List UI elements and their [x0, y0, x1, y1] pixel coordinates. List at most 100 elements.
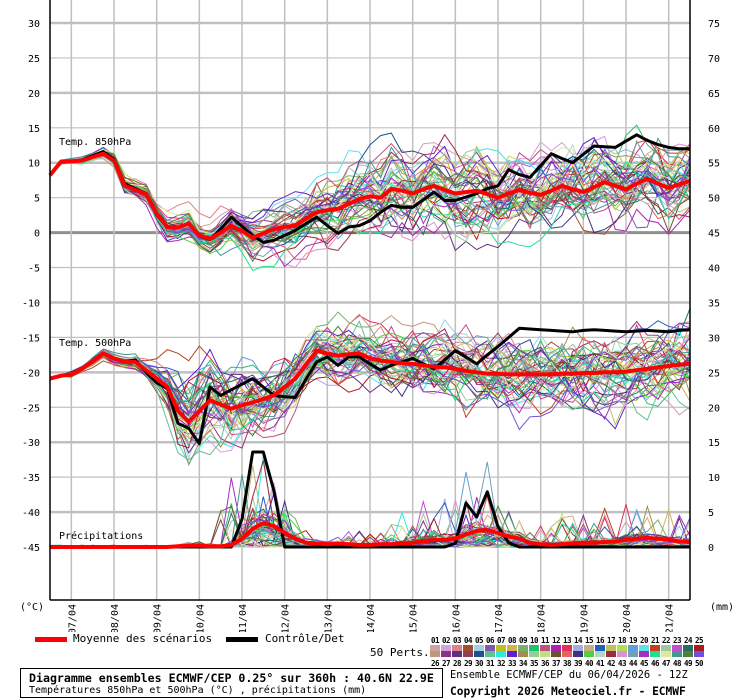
left-tick-label: -5	[28, 264, 40, 275]
member-number: 18	[617, 636, 627, 645]
member-color-swatch	[683, 651, 693, 657]
legend-control-swatch	[226, 637, 258, 642]
right-tick-label: 0	[708, 543, 714, 554]
left-tick-label: 20	[28, 89, 40, 100]
right-tick-label: 70	[708, 54, 720, 65]
member-color-swatch	[540, 651, 550, 657]
member-number: 43	[617, 659, 627, 668]
chart-subtitle: Températures 850hPa et 500hPa (°C) , pré…	[29, 685, 367, 696]
x-tick-label: 08/04	[110, 604, 121, 632]
right-tick-label: 40	[708, 264, 720, 275]
member-number: 24	[683, 636, 693, 645]
member-color-swatch	[606, 645, 616, 651]
member-color-swatch	[441, 651, 451, 657]
legend-control-label: Contrôle/Det	[265, 632, 345, 645]
mean-lines	[48, 151, 691, 549]
member-color-swatch	[518, 645, 528, 651]
x-tick-label: 12/04	[281, 604, 292, 632]
x-tick-label: 14/04	[366, 604, 377, 632]
member-color-swatch	[573, 651, 583, 657]
member-color-swatch	[628, 645, 638, 651]
right-tick-label: 55	[708, 159, 720, 170]
title-box: Diagramme ensembles ECMWF/CEP 0.25° sur …	[20, 668, 443, 698]
member-number: 04	[463, 636, 473, 645]
member-color-swatch	[683, 645, 693, 651]
member-number: 40	[584, 659, 594, 668]
perturbation-line-47	[49, 146, 691, 248]
member-color-swatch	[496, 645, 506, 651]
x-tick-label: 13/04	[323, 604, 334, 632]
mean-line	[49, 348, 691, 424]
member-number: 22	[661, 636, 671, 645]
member-number: 37	[551, 659, 561, 668]
member-color-swatch	[661, 645, 671, 651]
member-number: 11	[540, 636, 550, 645]
member-number: 39	[573, 659, 583, 668]
member-number: 36	[540, 659, 550, 668]
member-number: 44	[628, 659, 638, 668]
member-number: 14	[573, 636, 583, 645]
left-tick-label: -30	[22, 438, 40, 449]
member-color-swatch	[463, 651, 473, 657]
perturbation-line-29	[49, 152, 691, 251]
right-tick-label: 35	[708, 298, 720, 309]
member-color-swatch	[463, 645, 473, 651]
member-color-swatch	[584, 651, 594, 657]
left-tick-label: 5	[34, 194, 40, 205]
member-number: 12	[551, 636, 561, 645]
left-tick-label: 0	[34, 229, 40, 240]
right-unit-label: (mm)	[710, 602, 734, 613]
ensemble-chart: 302520151050-5-10-15-20-25-30-35-40-4575…	[20, 0, 734, 632]
member-number: 01	[430, 636, 440, 645]
member-number: 35	[529, 659, 539, 668]
right-tick-label: 10	[708, 473, 720, 484]
member-color-swatch	[529, 651, 539, 657]
panel-label-500: Temp. 500hPa	[59, 338, 131, 349]
member-color-swatch	[595, 645, 605, 651]
member-color-swatch	[507, 645, 517, 651]
control-line	[49, 326, 691, 446]
x-tick-label: 17/04	[494, 604, 505, 632]
member-number: 05	[474, 636, 484, 645]
grid	[50, 0, 690, 600]
left-tick-label: -45	[22, 543, 40, 554]
member-number: 47	[661, 659, 671, 668]
left-tick-label: 15	[28, 124, 40, 135]
member-color-swatch	[639, 645, 649, 651]
x-tick-label: 11/04	[238, 604, 249, 632]
member-color-swatch	[452, 651, 462, 657]
member-number: 08	[507, 636, 517, 645]
member-color-swatch	[573, 645, 583, 651]
run-info: Ensemble ECMWF/CEP du 06/04/2026 - 12Z	[450, 669, 688, 681]
member-color-swatch	[507, 651, 517, 657]
right-tick-label: 20	[708, 403, 720, 414]
left-tick-label: -25	[22, 403, 40, 414]
member-color-swatch	[595, 651, 605, 657]
member-color-swatch	[485, 645, 495, 651]
x-tick-label: 15/04	[409, 604, 420, 632]
member-number: 48	[672, 659, 682, 668]
member-number: 16	[595, 636, 605, 645]
left-tick-label: -35	[22, 473, 40, 484]
member-number: 13	[562, 636, 572, 645]
member-color-swatch	[694, 651, 704, 657]
member-color-swatch	[650, 645, 660, 651]
member-number: 42	[606, 659, 616, 668]
right-tick-label: 25	[708, 368, 720, 379]
x-tick-label: 09/04	[153, 604, 164, 632]
member-number: 09	[518, 636, 528, 645]
member-color-swatch	[430, 651, 440, 657]
member-number: 20	[639, 636, 649, 645]
member-color-swatch	[474, 651, 484, 657]
member-number: 41	[595, 659, 605, 668]
member-color-swatch	[529, 645, 539, 651]
left-unit-label: (°C)	[20, 602, 44, 613]
right-tick-label: 45	[708, 229, 720, 240]
member-number: 34	[518, 659, 528, 668]
perturbation-line-49	[49, 151, 691, 263]
member-number: 25	[694, 636, 704, 645]
panel-label-850: Temp. 850hPa	[59, 137, 131, 148]
member-number: 28	[452, 659, 462, 668]
member-number: 38	[562, 659, 572, 668]
member-color-swatch	[485, 651, 495, 657]
